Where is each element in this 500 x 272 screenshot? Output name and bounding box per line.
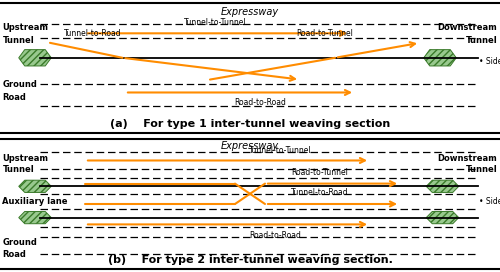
- Text: Road: Road: [2, 250, 26, 259]
- Text: (b)    For type 2 inter-tunnel weaving section.: (b) For type 2 inter-tunnel weaving sect…: [108, 255, 393, 265]
- Text: Road: Road: [2, 93, 26, 103]
- Text: Tunnel: Tunnel: [466, 165, 498, 175]
- Polygon shape: [424, 50, 456, 66]
- Text: Ground: Ground: [2, 237, 37, 247]
- Text: Downstream: Downstream: [438, 154, 498, 163]
- Text: Road-to-Road: Road-to-Road: [249, 231, 301, 240]
- Text: Tunnel-to-Road: Tunnel-to-Road: [64, 29, 122, 38]
- Polygon shape: [426, 180, 459, 193]
- Text: Upstream: Upstream: [2, 154, 48, 163]
- Polygon shape: [19, 180, 52, 193]
- Text: Downstream: Downstream: [438, 23, 498, 32]
- Text: Tunnel-to-Road: Tunnel-to-Road: [291, 188, 349, 197]
- Text: Road-to-Road: Road-to-Road: [234, 98, 286, 107]
- Text: Tunnel: Tunnel: [466, 36, 498, 45]
- Text: Tunnel-to-Tunnel: Tunnel-to-Tunnel: [248, 146, 312, 155]
- Text: Tunnel: Tunnel: [2, 36, 34, 45]
- Polygon shape: [19, 212, 52, 224]
- Text: • Side Barrier: • Side Barrier: [479, 197, 500, 206]
- Text: • Side Barrier: • Side Barrier: [479, 57, 500, 66]
- Text: Tunnel: Tunnel: [2, 165, 34, 175]
- Polygon shape: [19, 50, 52, 66]
- Polygon shape: [426, 212, 459, 224]
- Text: Tunnel-to-Tunnel: Tunnel-to-Tunnel: [184, 18, 246, 27]
- Text: Expressway: Expressway: [221, 141, 279, 150]
- Text: Ground: Ground: [2, 80, 37, 89]
- Text: Upstream: Upstream: [2, 23, 48, 32]
- Text: Expressway: Expressway: [221, 7, 279, 17]
- Text: Auxiliary lane: Auxiliary lane: [2, 197, 68, 206]
- Text: (a)    For type 1 inter-tunnel weaving section: (a) For type 1 inter-tunnel weaving sect…: [110, 119, 390, 129]
- Text: Road-to-Tunnel: Road-to-Tunnel: [292, 168, 348, 177]
- Text: Road-to-Tunnel: Road-to-Tunnel: [296, 29, 354, 38]
